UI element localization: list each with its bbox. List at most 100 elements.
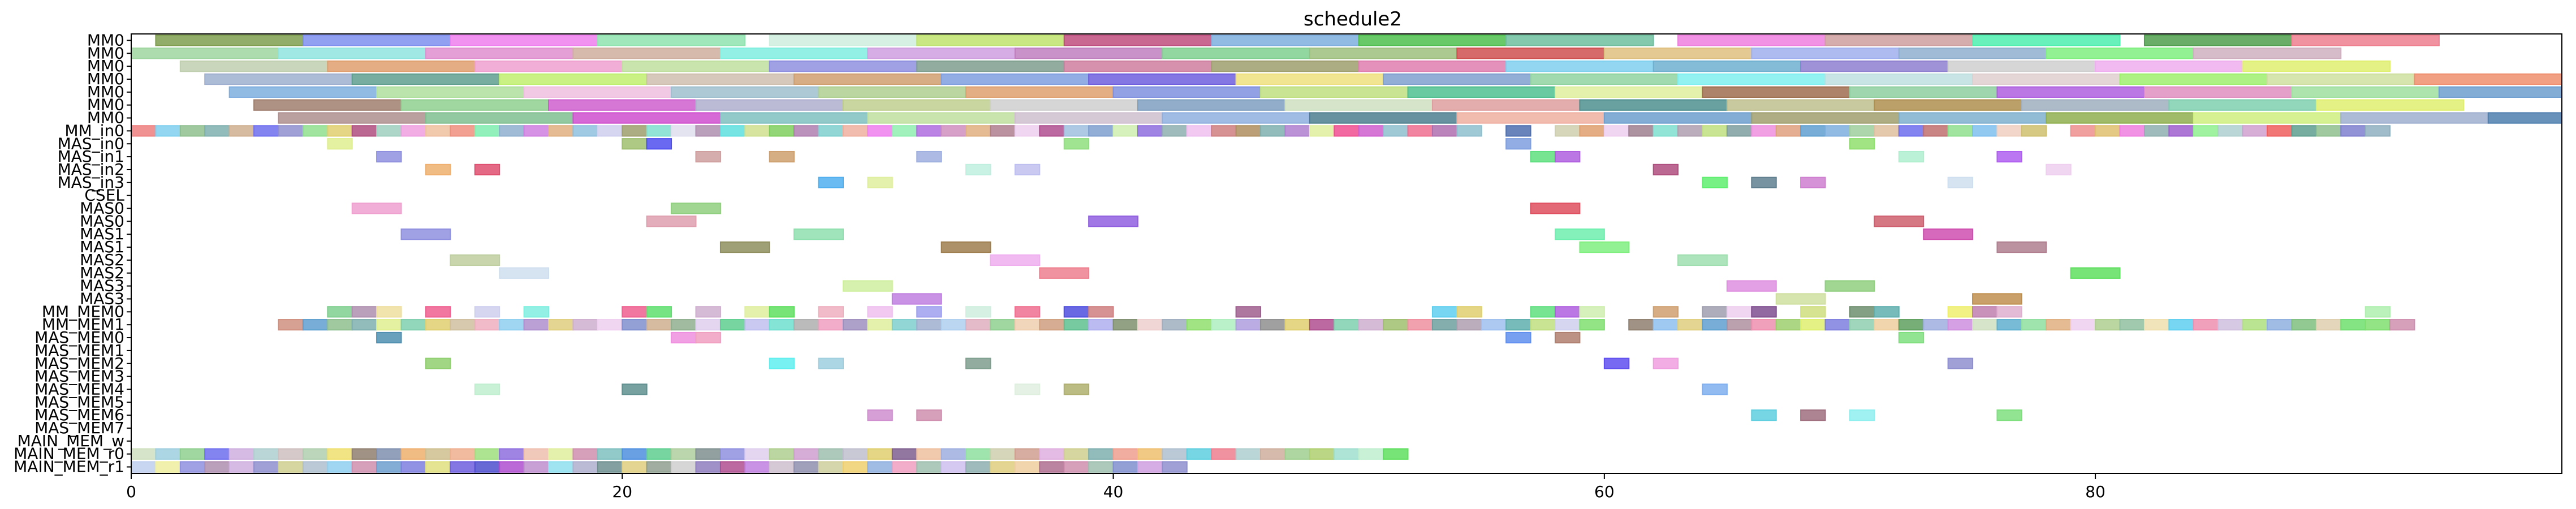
gantt-bar (1088, 73, 1237, 85)
gantt-bar (1431, 99, 1581, 111)
gantt-bar (1112, 319, 1138, 331)
gantt-bar (425, 448, 451, 460)
gantt-bar (2364, 125, 2391, 137)
gantt-bar (1112, 86, 1262, 98)
gantt-bar (1014, 448, 1041, 460)
gantt-bar (302, 319, 329, 331)
y-tick-label: MM0 (87, 70, 124, 88)
gantt-bar (548, 448, 574, 460)
gantt-bar (376, 306, 402, 318)
gantt-bar (474, 448, 500, 460)
gantt-bar (2193, 48, 2342, 59)
gantt-bar (327, 461, 353, 473)
y-tick-label: MM0 (87, 44, 124, 62)
gantt-bar (450, 461, 476, 473)
gantt-bar (278, 48, 426, 59)
gantt-bar (769, 306, 795, 318)
gantt-bar (1260, 86, 1409, 98)
gantt-bar (1358, 125, 1384, 137)
gantt-bar (1014, 461, 1041, 473)
gantt-bar (278, 448, 304, 460)
gantt-bar (990, 448, 1016, 460)
gantt-bar (155, 125, 181, 137)
gantt-bar (376, 331, 402, 344)
gantt-bar (2315, 319, 2342, 331)
gantt-bar (622, 383, 648, 395)
gantt-bar (278, 319, 304, 331)
gantt-bar (1579, 319, 1605, 331)
gantt-bar (1824, 73, 1974, 85)
gantt-bar (793, 448, 819, 460)
gantt-bar (2291, 125, 2317, 137)
gantt-bar (1383, 73, 1531, 85)
gantt-bar (2389, 319, 2415, 331)
gantt-bar (499, 267, 550, 279)
gantt-bar (2168, 319, 2194, 331)
y-tick-label: MAS_MEM1 (34, 341, 124, 360)
gantt-bar (2364, 319, 2391, 331)
gantt-bar (450, 254, 500, 266)
gantt-bar (155, 461, 181, 473)
gantt-bar (1137, 99, 1286, 111)
gantt-bar (1309, 48, 1458, 59)
gantt-bar (793, 125, 819, 137)
gantt-bar (1947, 357, 1974, 369)
gantt-bar (351, 306, 378, 318)
gantt-bar (1358, 60, 1507, 72)
gantt-bar (1555, 228, 1605, 240)
gantt-bar (228, 86, 378, 98)
gantt-bar (671, 331, 697, 344)
gantt-bar (1014, 163, 1041, 176)
gantt-bar (671, 461, 697, 473)
gantt-bar (400, 448, 426, 460)
gantt-bar (940, 241, 991, 253)
gantt-bar (1063, 125, 1090, 137)
gantt-bar (1063, 448, 1090, 460)
gantt-bar (179, 125, 206, 137)
gantt-bar (2046, 48, 2194, 59)
gantt-bar (1481, 319, 1507, 331)
gantt-bar (1800, 409, 1826, 421)
gantt-bar (1014, 125, 1041, 137)
gantt-bar (2340, 319, 2366, 331)
gantt-bar (1260, 448, 1286, 460)
y-tick-label: MAS1 (80, 225, 124, 243)
y-tick-label: MAS_MEM7 (34, 419, 124, 437)
gantt-bar (1284, 319, 1310, 331)
gantt-bar (204, 73, 353, 85)
gantt-bar (769, 60, 918, 72)
gantt-bar (695, 448, 721, 460)
gantt-bar (1235, 125, 1262, 137)
gantt-bar (425, 357, 451, 369)
gantt-bar (1726, 319, 1753, 331)
gantt-bar (965, 125, 991, 137)
gantt-bar (376, 319, 402, 331)
gantt-bar (400, 319, 426, 331)
gantt-bar (228, 125, 255, 137)
gantt-bar (990, 125, 1016, 137)
gantt-bar (450, 319, 476, 331)
y-tick-label: MAS_MEM5 (34, 392, 124, 411)
gantt-bar (916, 306, 942, 318)
gantt-bar (719, 125, 746, 137)
gantt-bar (1383, 448, 1409, 460)
gantt-bar (1505, 138, 1531, 150)
gantt-bar (1235, 319, 1262, 331)
gantt-bar (1652, 306, 1679, 318)
gantt-bar (302, 461, 329, 473)
gantt-bar (2046, 112, 2194, 124)
gantt-bar (1603, 357, 1630, 369)
gantt-bar (351, 125, 378, 137)
gantt-bar (891, 125, 918, 137)
gantt-bar (793, 73, 942, 85)
gantt-bar (523, 319, 550, 331)
gantt-bar (695, 99, 844, 111)
gantt-bar (622, 60, 770, 72)
gantt-bar (1088, 125, 1114, 137)
gantt-bar (1874, 319, 1900, 331)
gantt-bar (376, 448, 402, 460)
gantt-bar (597, 319, 623, 331)
gantt-bar (1309, 125, 1335, 137)
gantt-bar (302, 448, 329, 460)
